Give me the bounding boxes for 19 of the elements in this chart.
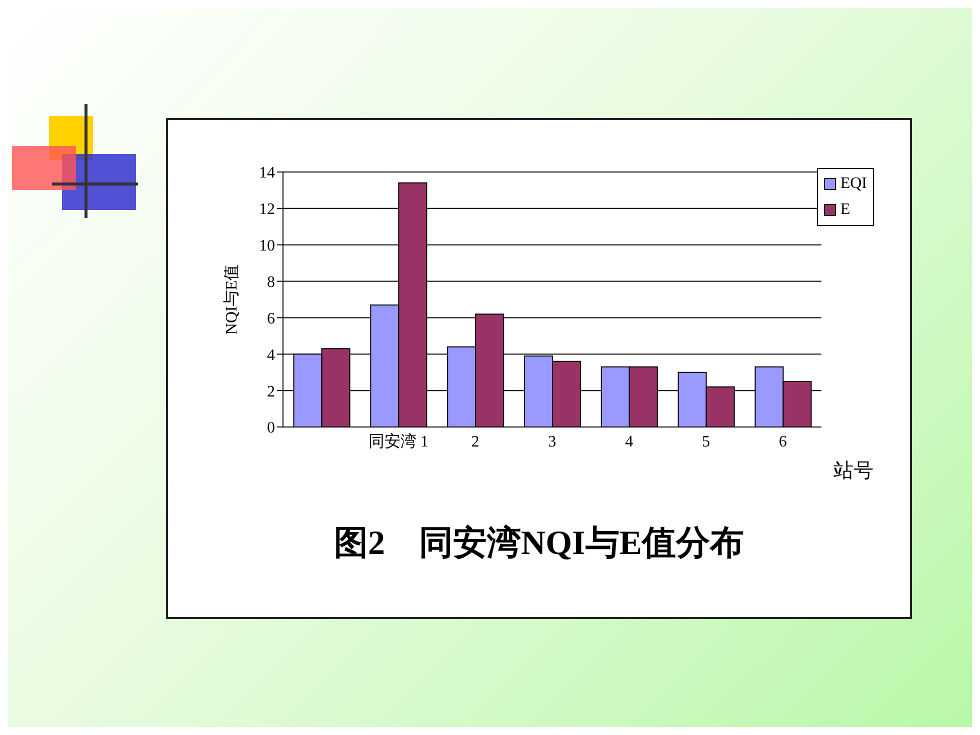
y-tick-label: 12 bbox=[259, 201, 275, 218]
x-tick-label: 2 bbox=[471, 433, 480, 450]
x-tick-label: 3 bbox=[548, 433, 556, 450]
y-tick-label: 10 bbox=[259, 238, 275, 255]
x-tick-label: 6 bbox=[778, 433, 787, 450]
x-tick-label: 4 bbox=[625, 433, 634, 450]
y-tick-label: 2 bbox=[267, 383, 275, 400]
x-axis-title: 站号 bbox=[833, 460, 874, 482]
x-tick-label: 同安湾 1 bbox=[368, 432, 428, 450]
text: 图2 同安湾NQI与E值分布 bbox=[333, 524, 745, 564]
y-tick-label: 6 bbox=[267, 310, 275, 328]
legend-label: E bbox=[840, 200, 850, 220]
y-tick-label: 14 bbox=[259, 164, 275, 182]
legend-label: EQI bbox=[840, 174, 867, 194]
y-tick-label: 8 bbox=[267, 274, 275, 291]
y-axis-title: NQI与E值 bbox=[222, 264, 241, 335]
y-tick-label: 0 bbox=[267, 420, 275, 437]
x-tick-label: 5 bbox=[702, 433, 710, 450]
y-tick-label: 4 bbox=[267, 346, 275, 364]
